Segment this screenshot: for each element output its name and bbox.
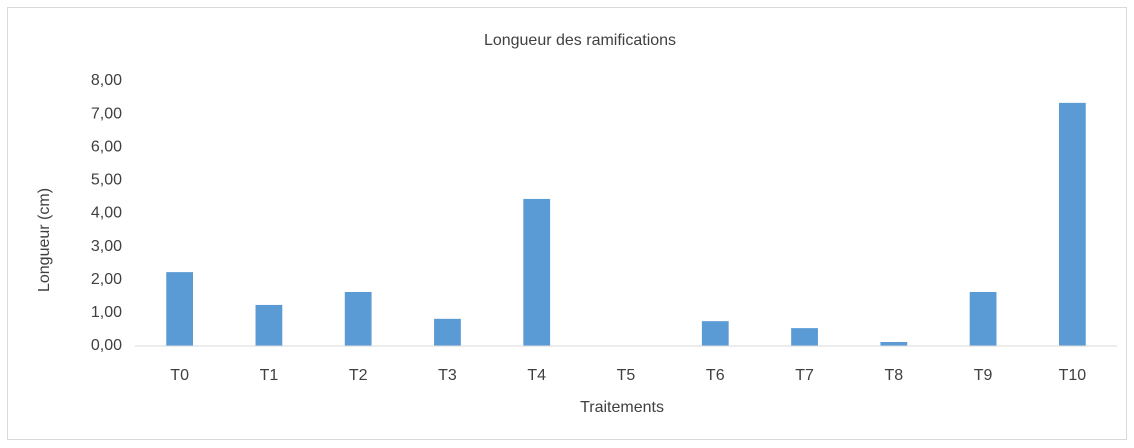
x-tick-label: T2 (349, 367, 368, 384)
bar (701, 321, 729, 346)
bar (880, 342, 908, 346)
y-tick-label: 4,00 (91, 205, 122, 222)
chart-title: Longueur des ramifications (484, 32, 676, 49)
y-tick-label: 0,00 (91, 337, 122, 354)
y-tick-label: 2,00 (91, 271, 122, 288)
bar (1058, 102, 1086, 346)
x-tick-label: T9 (974, 367, 993, 384)
bar (344, 292, 372, 346)
x-tick-label: T0 (170, 367, 189, 384)
x-tick-label: T3 (438, 367, 457, 384)
bar (434, 318, 461, 346)
y-tick-label: 6,00 (91, 138, 122, 155)
x-tick-label: T7 (795, 367, 814, 384)
chart-frame (7, 7, 1127, 440)
bar (523, 198, 551, 346)
x-tick-label: T5 (617, 367, 636, 384)
bar (791, 328, 818, 346)
y-tick-label: 7,00 (91, 105, 122, 122)
y-tick-label: 5,00 (91, 172, 122, 189)
x-tick-label: T6 (706, 367, 725, 384)
y-tick-label: 3,00 (91, 238, 122, 255)
y-axis-title: Longueur (cm) (36, 188, 53, 292)
x-tick-label: T4 (527, 367, 546, 384)
x-tick-label: T8 (884, 367, 903, 384)
y-tick-label: 8,00 (91, 72, 122, 89)
bar (166, 272, 194, 346)
bar (969, 292, 997, 346)
x-tick-label: T1 (260, 367, 279, 384)
bar (255, 304, 283, 346)
x-axis-title: Traitements (580, 399, 664, 416)
x-tick-label: T10 (1059, 367, 1087, 384)
y-tick-label: 1,00 (91, 304, 122, 321)
